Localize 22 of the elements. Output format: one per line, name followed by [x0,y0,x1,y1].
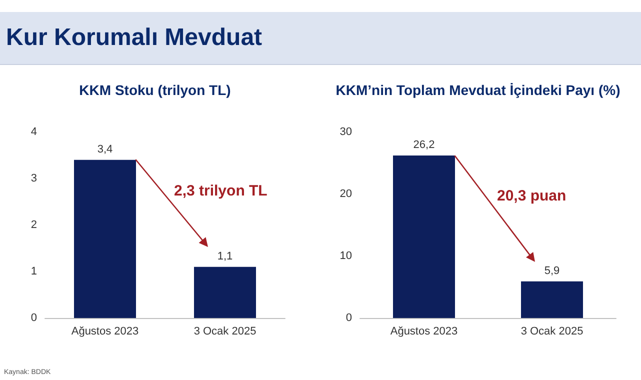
y-tick-label: 20 [340,188,352,200]
y-tick-label: 10 [340,250,352,262]
data-label: 26,2 [413,139,435,152]
x-tick-label: Ağustos 2023 [71,326,139,338]
x-tick-label: 3 Ocak 2025 [194,326,256,338]
chart-title: KKM Stoku (trilyon TL) [79,82,231,98]
x-tick-label: 3 Ocak 2025 [520,326,584,338]
data-label: 3,4 [97,143,113,156]
y-tick-label: 2 [30,219,37,231]
data-label: 5,9 [544,264,560,277]
data-label: 1,1 [217,250,233,262]
y-tick-label: 1 [30,266,37,278]
text: Kur Korumalı Mevduat [6,24,262,52]
y-tick-label: 3 [30,172,37,184]
chart-title: KKM’nin Toplam Mevduat İçindeki Payı (%) [336,82,620,98]
y-tick-label: 0 [346,312,352,324]
annotation: 20,3 puan [497,187,566,204]
y-tick-label: 4 [30,126,37,138]
x-tick-label: Ağustos 2023 [390,326,458,338]
annotation: 2,3 trilyon TL [174,182,268,200]
y-tick-label: 0 [30,312,37,324]
y-tick-label: 30 [340,126,352,138]
